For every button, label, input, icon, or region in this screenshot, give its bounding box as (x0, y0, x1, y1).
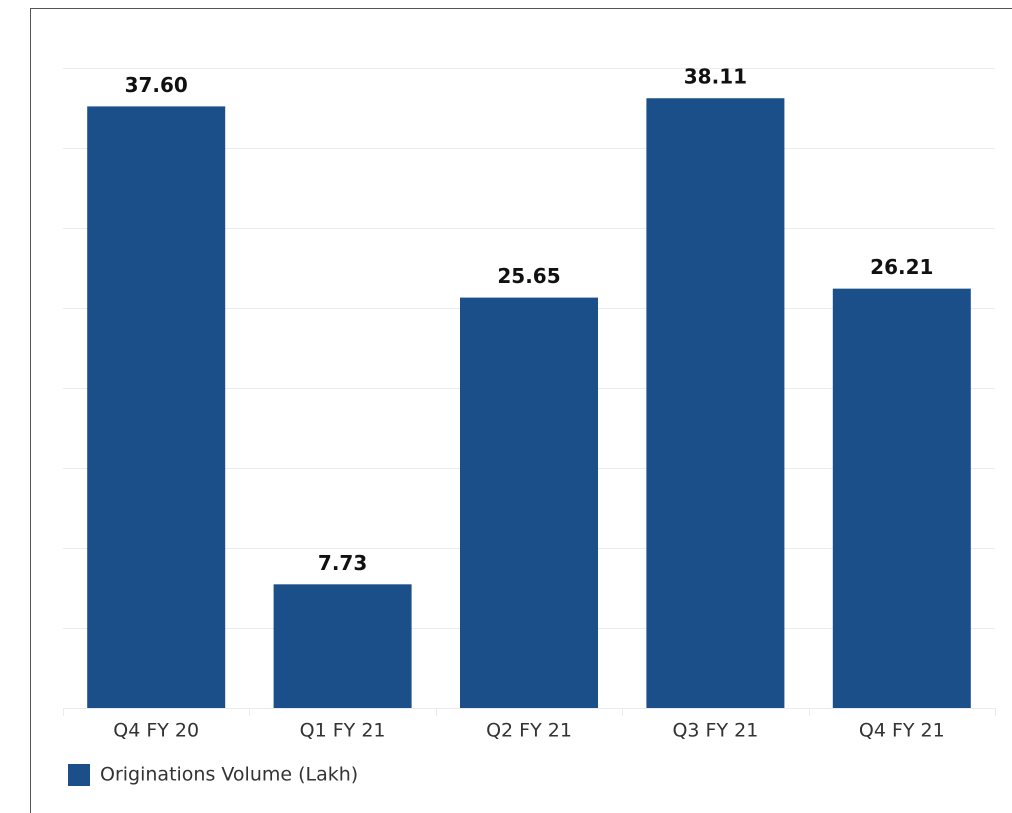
x-tick-label: Q1 FY 21 (300, 720, 386, 742)
data-label: 38.11 (684, 65, 747, 89)
bar (832, 288, 971, 708)
bar (87, 106, 226, 708)
x-tick-label: Q2 FY 21 (486, 720, 572, 742)
bar (273, 584, 412, 708)
legend-label: Originations Volume (Lakh) (100, 764, 358, 786)
data-label: 37.60 (125, 73, 188, 97)
x-tick-label: Q4 FY 21 (859, 720, 945, 742)
legend-swatch (68, 764, 90, 786)
x-tick-label: Q3 FY 21 (672, 720, 758, 742)
data-label: 26.21 (870, 255, 933, 279)
bar (646, 98, 785, 709)
data-label: 25.65 (497, 264, 560, 288)
frame (30, 8, 1012, 813)
data-label: 7.73 (318, 551, 367, 575)
bar (460, 297, 598, 708)
x-tick-label: Q4 FY 20 (113, 720, 199, 742)
